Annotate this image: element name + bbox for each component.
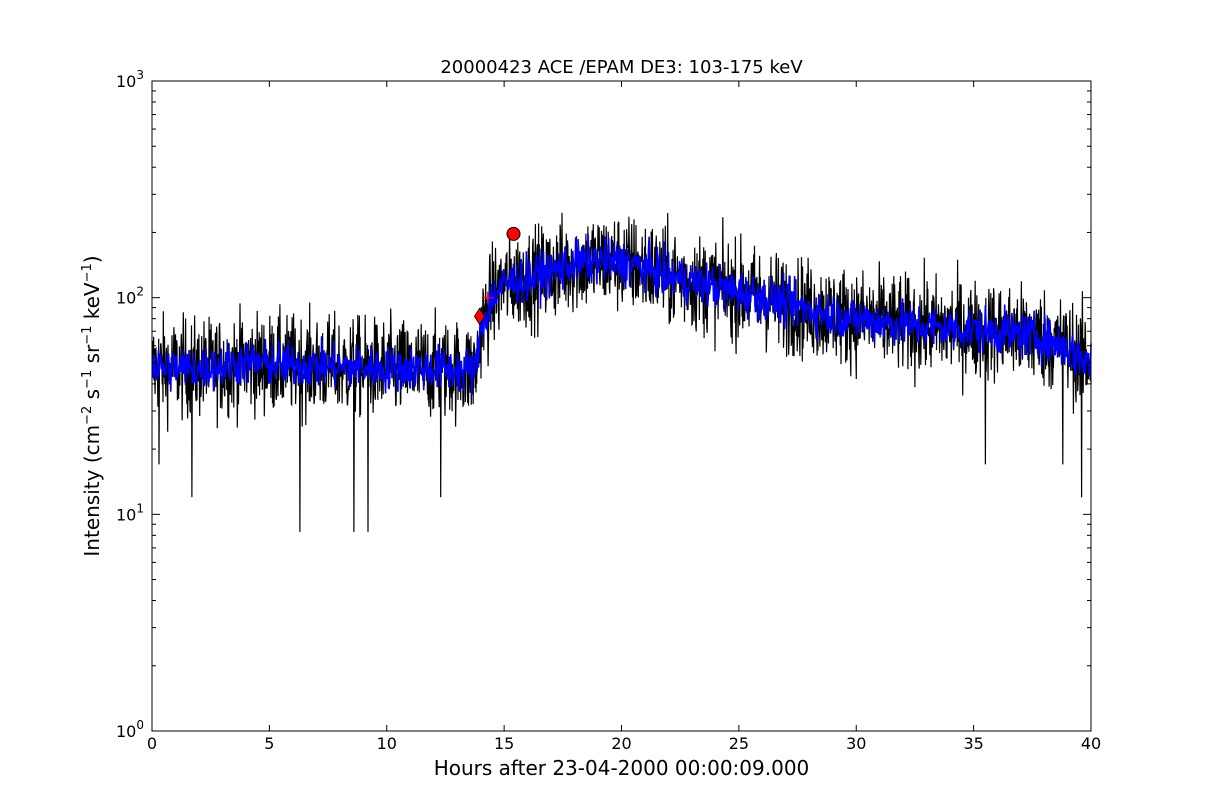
plus-marker bbox=[481, 291, 494, 304]
x-tick-label: 30 bbox=[846, 734, 866, 753]
axes-frame bbox=[151, 80, 1092, 732]
chart-title: 20000423 ACE /EPAM DE3: 103-175 keV bbox=[440, 57, 803, 78]
x-axis-ticks: 0 5 10 15 20 25 30 35 40 bbox=[147, 81, 1101, 753]
y-label-part: ) bbox=[80, 255, 104, 263]
x-tick-label: 5 bbox=[264, 734, 274, 753]
plot-area bbox=[151, 212, 1092, 532]
y-label-part: sr bbox=[80, 344, 104, 370]
y-axis-ticks: 100 101 102 103 bbox=[116, 68, 1091, 741]
y-label-exponent: −2 bbox=[80, 406, 95, 425]
peak-circle-marker bbox=[506, 226, 521, 241]
x-tick-label: 20 bbox=[611, 734, 631, 753]
y-label-exponent: −1 bbox=[80, 370, 95, 389]
x-tick-label: 0 bbox=[147, 734, 157, 753]
y-label-part: Intensity (cm bbox=[80, 425, 104, 557]
y-tick-label: 100 bbox=[116, 718, 144, 741]
y-label-exponent: −1 bbox=[80, 263, 95, 282]
y-tick-label: 103 bbox=[116, 68, 144, 91]
smoothed-intensity-line bbox=[151, 233, 1092, 395]
y-tick-label: 102 bbox=[116, 285, 144, 308]
y-label-part: keV bbox=[80, 282, 104, 326]
smoothed-series bbox=[151, 233, 1092, 395]
y-label-part: s bbox=[80, 389, 104, 406]
event-markers bbox=[474, 226, 521, 326]
y-tick-label: 101 bbox=[116, 501, 144, 524]
x-tick-label: 25 bbox=[729, 734, 749, 753]
y-axis-label: Intensity (cm−2 s−1 sr−1 keV−1) bbox=[80, 255, 104, 556]
x-axis-label: Hours after 23-04-2000 00:00:09.000 bbox=[434, 756, 810, 780]
x-tick-label: 15 bbox=[494, 734, 514, 753]
y-label-exponent: −1 bbox=[80, 326, 95, 345]
onset-diamond-marker bbox=[474, 307, 485, 326]
x-tick-label: 40 bbox=[1081, 734, 1101, 753]
x-tick-label: 35 bbox=[963, 734, 983, 753]
x-tick-label: 10 bbox=[377, 734, 397, 753]
